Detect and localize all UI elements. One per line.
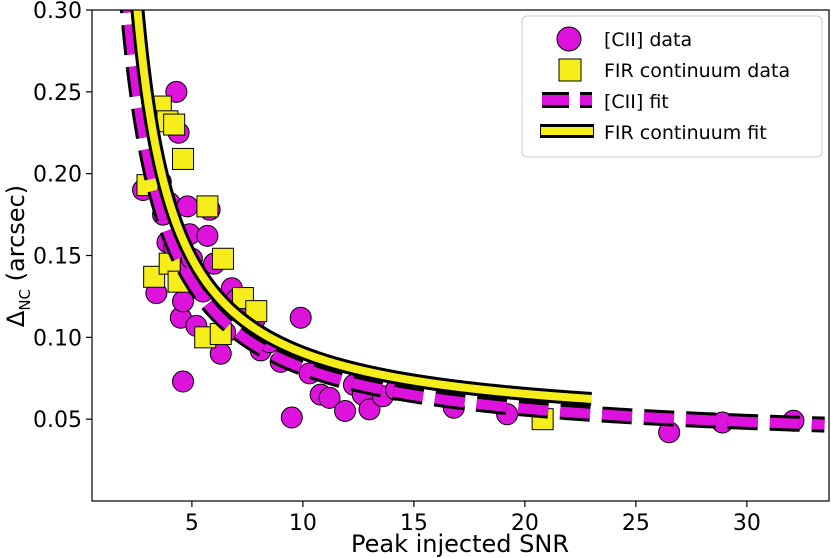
legend-item-fir-fit: FIR continuum fit [540,122,767,144]
cii-data-point [280,406,303,429]
y-tick-label: 0.10 [33,326,82,351]
cii-data-point [334,399,357,422]
y-tick-label: 0.25 [33,81,82,106]
cii-fit-line [122,10,825,430]
x-axis-label: Peak injected SNR [351,530,569,558]
x-tick-label: 25 [622,511,650,536]
legend-fir-data-marker [558,58,582,82]
legend-item-cii-data: [CII] data [556,26,692,52]
legend-cii-fit-label: [CII] fit [604,91,669,113]
x-axis: 5 10 15 20 25 30 [185,501,761,536]
cii-data-point [196,224,219,247]
x-tick-label: 5 [185,511,199,536]
legend-item-fir-data: FIR continuum data [558,58,790,82]
legend-cii-data-marker [556,26,582,52]
cii-data-point [172,370,195,393]
y-tick-label: 0.20 [33,163,82,188]
legend-fir-fit-label: FIR continuum fit [604,122,767,144]
cii-data-point [358,398,381,421]
legend-fir-data-label: FIR continuum data [604,60,790,82]
y-tick-label: 0.05 [33,408,82,433]
y-axis-label-unit: (arcsec) [2,185,30,289]
plot-area [91,9,830,502]
y-axis: 0.05 0.10 0.15 0.20 0.25 0.30 [33,0,92,433]
legend-item-cii-fit: [CII] fit [542,91,669,113]
cii-data-point [318,386,341,409]
y-tick-label: 0.30 [33,0,82,24]
cii-data-point [289,306,312,329]
y-axis-label-subscript: NC [16,289,34,311]
legend-cii-data-label: [CII] data [604,29,692,51]
x-tick-label: 20 [511,511,539,536]
x-tick-label: 10 [289,511,317,536]
legend: [CII] data FIR continuum data [CII] fit … [521,15,823,158]
fir-data-point [211,247,234,270]
fir-data-point [163,113,186,136]
legend-frame [521,15,823,158]
y-axis-label: ΔNC (arcsec) [2,185,34,327]
series-layer [119,10,825,444]
x-tick-label: 30 [733,511,761,536]
fir-fit-line [133,10,592,403]
fir-data-point [172,147,195,170]
x-tick-label: 15 [400,511,428,536]
y-axis-label-symbol: Δ [2,310,30,327]
fir-data-point [196,195,219,218]
y-tick-label: 0.15 [33,245,82,270]
